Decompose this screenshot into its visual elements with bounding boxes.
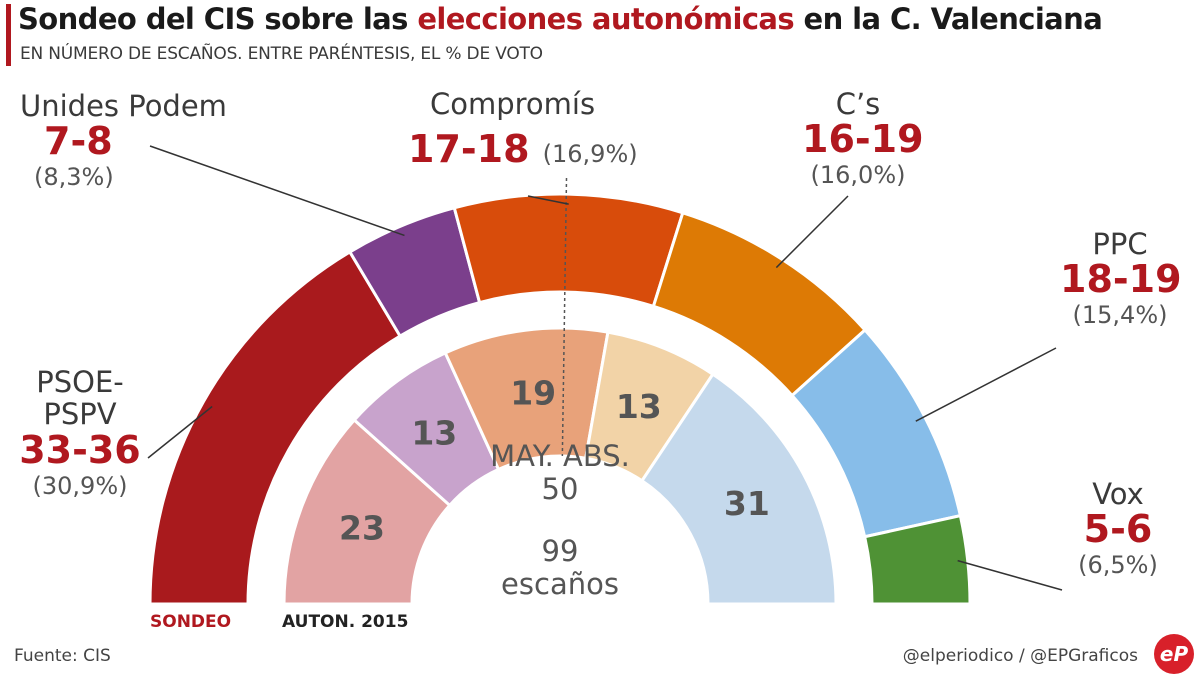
vote-pct: (16,9%) <box>542 140 638 168</box>
party-name: C’s <box>835 87 881 121</box>
majority-line <box>561 177 568 457</box>
vote-pct: (30,9%) <box>32 471 128 500</box>
leader-line-1 <box>149 145 405 237</box>
seat-range: 18-19 <box>1060 257 1182 302</box>
seat-range: 33-36 <box>19 427 141 472</box>
leader-line-0 <box>147 405 213 459</box>
party-name: Vox <box>1092 477 1144 511</box>
page-title: Sondeo del CIS sobre las elecciones auto… <box>18 2 1103 36</box>
auton2015-segment-4 <box>639 372 838 606</box>
leader-line-5 <box>957 559 1063 591</box>
leader-line-2 <box>527 195 569 205</box>
party-label-compromis: Compromís <box>430 87 596 121</box>
elperiodico-logo: eP <box>1154 634 1194 674</box>
party-label-unides-podem: Unides Podem 7-8 (8,3%) <box>20 90 227 194</box>
leader-line-3 <box>775 195 849 269</box>
party-label-psoe-pspv: PSOE- PSPV 33-36 (30,9%) <box>18 366 142 502</box>
title-highlight: elecciones autonómicas <box>417 2 795 36</box>
total-seats-block: 99 escaños <box>460 534 660 602</box>
seat-range: 16-19 <box>802 117 924 162</box>
party-figures-compromis: 17-18 (16,9%) <box>408 127 638 171</box>
auton2015-seat-label: 19 <box>510 374 556 413</box>
party-name: Unides Podem <box>20 89 227 123</box>
vote-pct: (8,3%) <box>34 163 114 192</box>
party-label-vox: Vox 5-6 (6,5%) <box>1068 478 1168 582</box>
title-part-1: Sondeo del CIS sobre las <box>18 2 418 36</box>
title-accent-bar <box>6 4 11 66</box>
total-seats-label: escaños <box>501 567 619 602</box>
party-label-ppc: PPC 18-19 (15,4%) <box>1060 227 1182 332</box>
total-seats-value: 99 <box>541 534 579 568</box>
legend-inner-ring: AUTON. 2015 <box>282 612 409 632</box>
sondeo-segment-5 <box>862 513 972 606</box>
subtitle: EN NÚMERO DE ESCAÑOS. ENTRE PARÉNTESIS, … <box>20 44 543 64</box>
majority-label: MAY. ABS. <box>490 439 630 473</box>
title-part-2: en la C. Valenciana <box>794 2 1103 36</box>
vote-pct: (15,4%) <box>1072 301 1168 330</box>
auton2015-seat-label: 13 <box>616 387 662 426</box>
vote-pct: (16,0%) <box>810 161 906 190</box>
majority-block: MAY. ABS. 50 <box>460 439 660 507</box>
seat-range: 7-8 <box>44 119 113 164</box>
auton2015-seat-label: 31 <box>724 484 770 523</box>
majority-value: 50 <box>541 472 579 507</box>
vote-pct: (6,5%) <box>1078 551 1158 580</box>
auton2015-seat-label: 13 <box>411 413 457 452</box>
party-name: PPC <box>1092 227 1148 261</box>
leader-line-4 <box>915 347 1057 422</box>
legend-outer-ring: SONDEO <box>150 612 232 632</box>
party-name: Compromís <box>430 87 596 121</box>
source-note: Fuente: CIS <box>14 646 111 666</box>
auton2015-seat-label: 23 <box>339 508 385 547</box>
seat-range: 17-18 <box>408 127 530 171</box>
credit-handles: @elperiodico / @EPGraficos <box>902 646 1138 666</box>
sondeo-segment-2 <box>452 192 685 309</box>
seat-range: 5-6 <box>1083 507 1153 552</box>
party-name: PSOE- PSPV <box>36 365 124 432</box>
party-label-cs: C’s 16-19 (16,0%) <box>802 87 924 192</box>
